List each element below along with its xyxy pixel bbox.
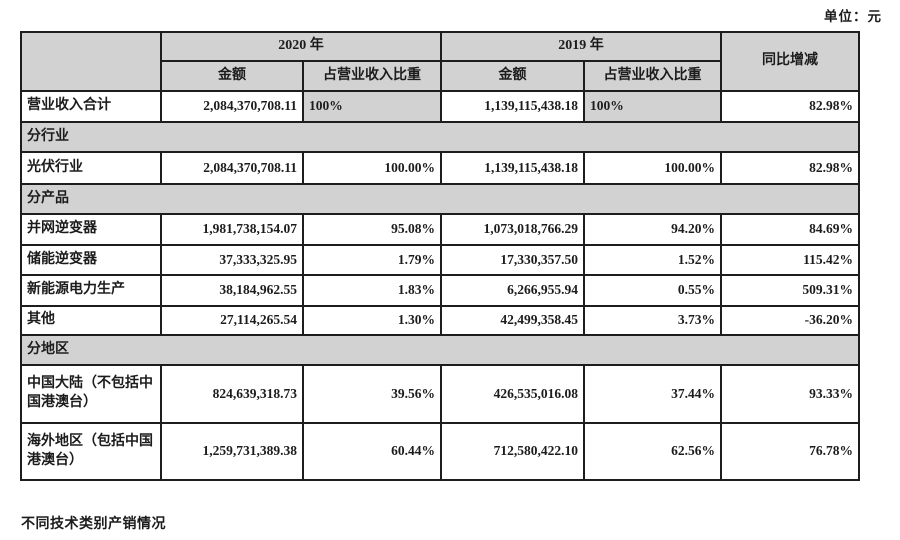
proportion-2019-cell: 1.52% (583, 244, 722, 276)
section-label: 分地区 (20, 334, 860, 366)
proportion-2019-cell: 3.73% (583, 305, 722, 336)
row-label: 营业收入合计 (20, 90, 162, 123)
row-label: 光伏行业 (20, 151, 162, 185)
amount-2019-cell: 42,499,358.45 (440, 305, 585, 336)
amount-2019-cell: 1,139,115,438.18 (440, 90, 585, 123)
amount-2020-cell: 27,114,265.54 (160, 305, 304, 336)
table-row: 光伏行业 2,084,370,708.11 100.00% 1,139,115,… (20, 151, 860, 185)
yoy-cell: 84.69% (720, 213, 860, 246)
section-label: 分行业 (20, 121, 860, 153)
proportion-2019-cell: 37.44% (583, 364, 722, 424)
yoy-cell: 82.98% (720, 90, 860, 123)
table-row: 其他 27,114,265.54 1.30% 42,499,358.45 3.7… (20, 305, 860, 336)
amount-2020-cell: 2,084,370,708.11 (160, 90, 304, 123)
table-row: 新能源电力生产 38,184,962.55 1.83% 6,266,955.94… (20, 274, 860, 307)
proportion-2019-cell: 62.56% (583, 422, 722, 481)
amount-2019-cell: 1,139,115,438.18 (440, 151, 585, 185)
next-section-title: 不同技术类别产销情况 (21, 517, 166, 532)
yoy-cell: 509.31% (720, 274, 860, 307)
proportion-2020-cell: 1.79% (302, 244, 442, 276)
proportion-2019-cell: 0.55% (583, 274, 722, 307)
revenue-breakdown-table: 2020 年 2019 年 同比增减 金额 占营业收入比重 金额 占营业收入比重… (20, 31, 860, 481)
table-header-row-years: 2020 年 2019 年 同比增减 (20, 31, 860, 92)
yoy-cell: 76.78% (720, 422, 860, 481)
yoy-cell: 82.98% (720, 151, 860, 185)
amount-2020-cell: 1,259,731,389.38 (160, 422, 304, 481)
amount-2020-header: 金额 (160, 60, 304, 92)
amount-2020-cell: 37,333,325.95 (160, 244, 304, 276)
proportion-2020-cell: 100.00% (302, 151, 442, 185)
yoy-header: 同比增减 (720, 31, 860, 92)
table-row: 并网逆变器 1,981,738,154.07 95.08% 1,073,018,… (20, 213, 860, 246)
amount-2019-cell: 6,266,955.94 (440, 274, 585, 307)
row-label: 并网逆变器 (20, 213, 162, 246)
proportion-2019-cell: 100% (583, 90, 722, 123)
table-header-row-measures: 金额 占营业收入比重 金额 占营业收入比重 (21, 60, 859, 92)
proportion-2020-cell: 95.08% (302, 213, 442, 246)
amount-2020-cell: 824,639,318.73 (160, 364, 304, 424)
unit-label: 单位：元 (824, 9, 882, 24)
table-row-total: 营业收入合计 2,084,370,708.11 100% 1,139,115,4… (20, 90, 860, 123)
proportion-2019-cell: 94.20% (583, 213, 722, 246)
amount-2019-cell: 426,535,016.08 (440, 364, 585, 424)
table-row: 中国大陆（不包括中国港澳台） 824,639,318.73 39.56% 426… (20, 364, 860, 424)
amount-2019-cell: 17,330,357.50 (440, 244, 585, 276)
proportion-2020-cell: 1.83% (302, 274, 442, 307)
row-label: 新能源电力生产 (20, 274, 162, 307)
year-2020-header: 2020 年 (160, 31, 442, 62)
yoy-cell: 115.42% (720, 244, 860, 276)
amount-2019-cell: 712,580,422.10 (440, 422, 585, 481)
proportion-2020-cell: 100% (302, 90, 442, 123)
corner-blank-cell (20, 31, 162, 92)
yoy-cell: 93.33% (720, 364, 860, 424)
row-label: 储能逆变器 (20, 244, 162, 276)
table-row: 储能逆变器 37,333,325.95 1.79% 17,330,357.50 … (20, 244, 860, 276)
row-label: 其他 (20, 305, 162, 336)
section-label: 分产品 (20, 183, 860, 215)
row-label: 中国大陆（不包括中国港澳台） (20, 364, 162, 424)
table-section-row: 分地区 (20, 334, 860, 366)
table-row: 海外地区（包括中国港澳台） 1,259,731,389.38 60.44% 71… (20, 422, 860, 481)
amount-2019-header: 金额 (440, 60, 585, 92)
proportion-2020-header: 占营业收入比重 (302, 60, 442, 92)
proportion-2019-header: 占营业收入比重 (583, 60, 722, 92)
year-2019-header: 2019 年 (440, 31, 722, 62)
amount-2019-cell: 1,073,018,766.29 (440, 213, 585, 246)
yoy-cell: -36.20% (720, 305, 860, 336)
amount-2020-cell: 2,084,370,708.11 (160, 151, 304, 185)
amount-2020-cell: 1,981,738,154.07 (160, 213, 304, 246)
proportion-2020-cell: 60.44% (302, 422, 442, 481)
table-section-row: 分产品 (20, 183, 860, 215)
proportion-2019-cell: 100.00% (583, 151, 722, 185)
proportion-2020-cell: 1.30% (302, 305, 442, 336)
row-label: 海外地区（包括中国港澳台） (20, 422, 162, 481)
proportion-2020-cell: 39.56% (302, 364, 442, 424)
table-section-row: 分行业 (20, 121, 860, 153)
amount-2020-cell: 38,184,962.55 (160, 274, 304, 307)
